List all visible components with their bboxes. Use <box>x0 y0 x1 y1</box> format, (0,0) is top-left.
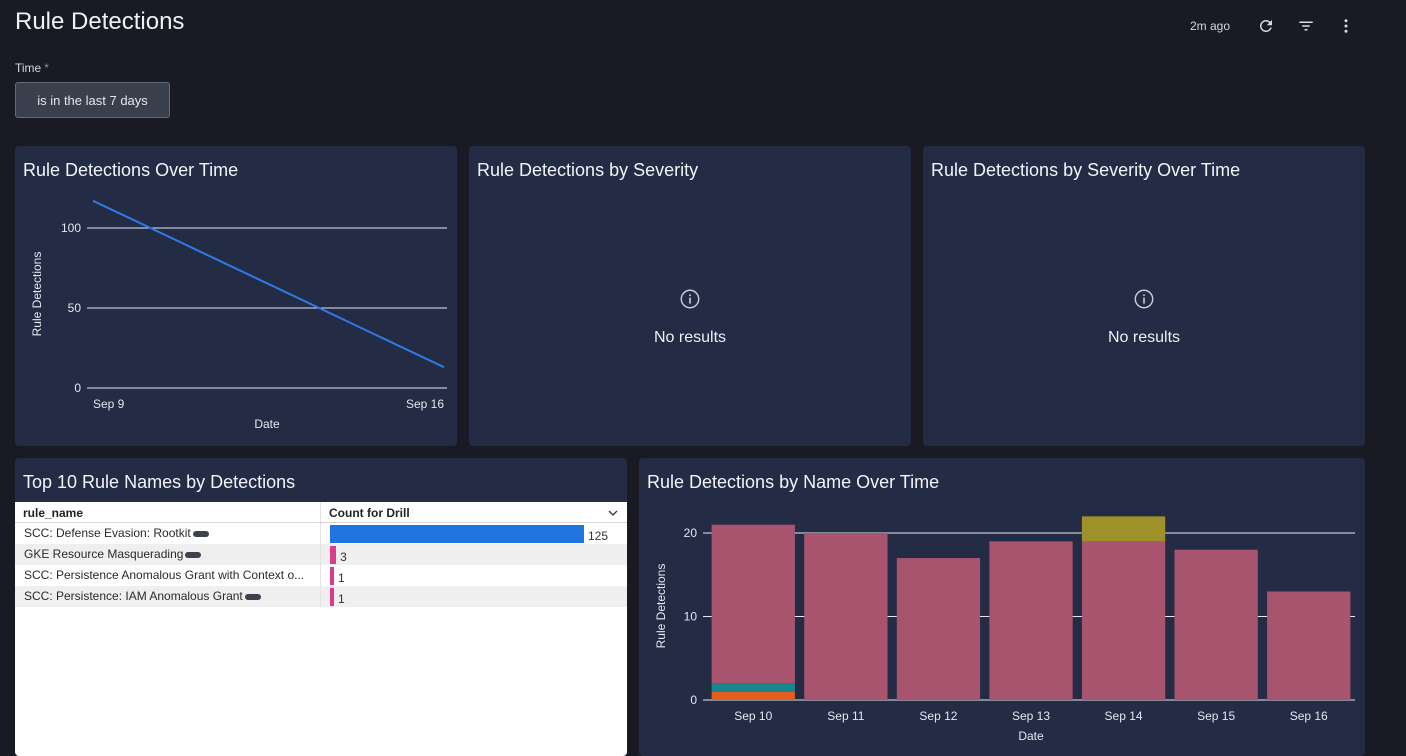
rule-name-text: SCC: Defense Evasion: Rootkit <box>24 526 191 540</box>
bar-segment[interactable] <box>804 533 888 700</box>
rule-tag-pill[interactable] <box>244 593 261 600</box>
x-tick-label: Sep 14 <box>1105 709 1143 723</box>
x-tick-label: Sep 9 <box>93 397 125 411</box>
y-tick-label: 0 <box>690 693 697 707</box>
bar-segment[interactable] <box>1174 549 1258 700</box>
y-tick-label: 100 <box>61 221 81 235</box>
bar-segment[interactable] <box>1081 541 1166 700</box>
count-cell[interactable]: 1 <box>321 565 627 586</box>
y-tick-label: 0 <box>74 381 81 395</box>
count-bar <box>330 588 334 606</box>
x-tick-label: Sep 13 <box>1012 709 1050 723</box>
column-header-rule-name[interactable]: rule_name <box>15 502 321 522</box>
tile-rule-detections-by-severity-over-time: Rule Detections by Severity Over Time No… <box>923 146 1365 446</box>
no-results: No results <box>923 288 1365 347</box>
count-bar <box>330 525 584 543</box>
x-tick-label: Sep 16 <box>406 397 444 411</box>
table-row[interactable]: SCC: Persistence: IAM Anomalous Grant 1 <box>15 586 627 607</box>
rule-name-cell[interactable]: GKE Resource Masquerading <box>15 544 321 565</box>
page-title: Rule Detections <box>15 8 185 35</box>
table-body: SCC: Defense Evasion: Rootkit 125 GKE Reso… <box>15 523 627 607</box>
info-icon <box>680 289 700 309</box>
bar-segment[interactable] <box>711 683 795 692</box>
table-row[interactable]: SCC: Defense Evasion: Rootkit 125 <box>15 523 627 544</box>
rule-name-cell[interactable]: SCC: Persistence Anomalous Grant with Co… <box>15 565 321 586</box>
tile-rule-detections-by-severity: Rule Detections by Severity No results <box>469 146 911 446</box>
stacked-bar-chart: 0 10 20 Sep 10 Sep 11 Sep 12 Sep 13 Sep 14 Sep 1… <box>654 516 1355 743</box>
time-filter-button[interactable]: is in the last 7 days <box>15 82 170 118</box>
y-tick-label: 10 <box>684 610 698 624</box>
rule-name-text: GKE Resource Masquerading <box>24 547 184 561</box>
tile-title: Rule Detections by Severity <box>477 160 699 180</box>
y-axis-label: Rule Detections <box>654 564 668 649</box>
no-results-text: No results <box>1107 329 1181 346</box>
tile-rule-detections-by-name-over-time: Rule Detections by Name Over Time 0 10 20 S… <box>639 458 1365 756</box>
y-axis-label: Rule Detections <box>30 252 44 337</box>
bar-segment[interactable] <box>1081 516 1166 542</box>
rule-name-text: SCC: Persistence Anomalous Grant with Co… <box>24 568 305 582</box>
bar-segment[interactable] <box>711 524 795 684</box>
series-line <box>92 199 445 369</box>
x-axis-label: Date <box>254 417 280 431</box>
tile-title: Rule Detections by Name Over Time <box>647 472 940 492</box>
tile-title: Rule Detections by Severity Over Time <box>931 160 1241 180</box>
x-axis-label: Date <box>1018 729 1044 743</box>
bar-segment[interactable] <box>1267 591 1351 700</box>
time-filter-label: Time * <box>15 61 49 75</box>
bar-segment[interactable] <box>711 691 795 700</box>
x-tick-label: Sep 15 <box>1197 709 1235 723</box>
tile-title: Top 10 Rule Names by Detections <box>23 472 296 492</box>
rule-tag-pill[interactable] <box>192 530 209 537</box>
table-row[interactable]: SCC: Persistence Anomalous Grant with Co… <box>15 565 627 586</box>
tile-top-10-rule-names: Top 10 Rule Names by Detections rule_nam… <box>15 458 627 756</box>
required-mark: * <box>44 61 49 75</box>
more-vert-icon[interactable] <box>1332 12 1360 40</box>
bar-segment[interactable] <box>989 541 1073 700</box>
tile-title: Rule Detections Over Time <box>23 160 239 180</box>
rule-name-cell[interactable]: SCC: Persistence: IAM Anomalous Grant <box>15 586 321 607</box>
column-header-count[interactable]: Count for Drill <box>321 502 627 522</box>
bar-segment[interactable] <box>896 558 981 700</box>
count-bar <box>330 567 334 585</box>
count-value: 125 <box>588 529 609 543</box>
rule-tag-pill[interactable] <box>185 551 202 558</box>
count-value: 1 <box>338 592 345 606</box>
last-updated-text: 2m ago <box>1189 19 1230 33</box>
chevron-down-icon[interactable] <box>607 507 619 519</box>
count-cell[interactable]: 1 <box>321 586 627 607</box>
rule-name-text: SCC: Persistence: IAM Anomalous Grant <box>24 589 243 603</box>
dashboard-toolbar: 2m ago <box>1190 12 1360 40</box>
y-tick-label: 20 <box>684 526 698 540</box>
time-filter-label-text: Time <box>15 61 42 75</box>
count-cell[interactable]: 3 <box>321 544 627 565</box>
x-tick-label: Sep 12 <box>919 709 957 723</box>
filter-icon[interactable] <box>1292 12 1320 40</box>
line-chart: 0 50 100 Sep 9 Sep 16 Date Rule Detections <box>30 199 447 431</box>
y-tick-label: 50 <box>68 301 82 315</box>
info-icon <box>1134 289 1154 309</box>
x-tick-label: Sep 11 <box>827 709 864 723</box>
count-bar <box>330 546 337 564</box>
rule-name-cell[interactable]: SCC: Defense Evasion: Rootkit <box>15 523 321 544</box>
count-cell[interactable]: 125 <box>321 523 627 544</box>
no-results: No results <box>469 288 911 347</box>
table-row[interactable]: GKE Resource Masquerading 3 <box>15 544 627 565</box>
refresh-icon[interactable] <box>1252 12 1280 40</box>
column-header-count-label: Count for Drill <box>329 506 410 520</box>
count-value: 1 <box>338 571 345 585</box>
tile-rule-detections-over-time: Rule Detections Over Time 0 50 100 Sep 9 Sep… <box>15 146 457 446</box>
no-results-text: No results <box>653 329 727 346</box>
count-value: 3 <box>340 550 347 564</box>
table-header: rule_name Count for Drill <box>15 502 627 523</box>
rule-names-table: rule_name Count for Drill SCC: Defense E… <box>15 502 627 756</box>
x-tick-label: Sep 16 <box>1290 709 1328 723</box>
x-tick-label: Sep 10 <box>734 709 772 723</box>
